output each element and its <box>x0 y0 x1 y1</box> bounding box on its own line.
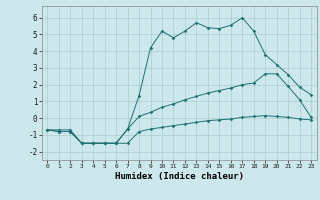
X-axis label: Humidex (Indice chaleur): Humidex (Indice chaleur) <box>115 172 244 181</box>
